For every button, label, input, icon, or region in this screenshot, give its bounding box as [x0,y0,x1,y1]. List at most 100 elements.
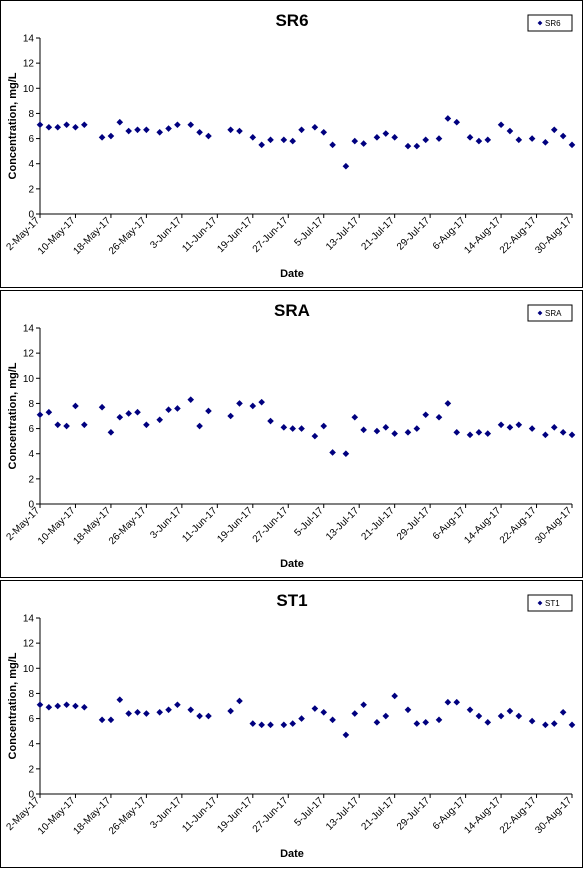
data-point-sr6 [280,136,288,144]
y-tick-label: 0 [28,210,34,221]
x-tick-label: 3-Jun-17 [148,505,184,541]
data-point-sr6 [373,134,381,141]
data-point-sr6 [36,121,44,129]
data-point-st1 [320,708,328,716]
data-point-sr6 [444,115,452,122]
data-point-st1 [568,721,576,729]
data-point-st1 [36,701,44,709]
data-point-sra [484,430,492,437]
y-tick-label: 4 [28,159,34,170]
data-point-sra [174,405,181,412]
y-tick-label: 14 [23,34,35,45]
y-tick-label: 6 [28,714,34,725]
data-point-sra [36,411,44,419]
data-point-sr6 [311,123,319,131]
data-point-sr6 [134,126,141,134]
data-point-sr6 [351,137,359,145]
legend-box [527,14,573,32]
data-point-st1 [559,708,567,716]
x-tick-label: 27-Jun-17 [251,795,291,835]
data-point-st1 [267,721,274,729]
data-point-sra [280,424,288,431]
data-point-sra [267,417,274,425]
y-tick-label: 12 [23,59,35,70]
data-point-st1 [373,719,381,726]
data-point-sra [116,413,124,421]
data-point-st1 [342,731,350,739]
data-point-sra [475,429,483,436]
y-tick-label: 10 [23,374,35,385]
x-tick-label: 3-Jun-17 [148,795,184,831]
data-point-sra [125,410,132,417]
data-point-sra [515,421,523,429]
data-point-st1 [542,721,549,729]
data-point-sr6 [196,128,203,136]
y-tick-label: 2 [28,764,34,775]
data-point-sra [373,427,381,435]
data-point-sra [156,416,163,424]
data-point-sra [134,408,141,416]
x-tick-label: 26-May-17 [107,795,149,837]
y-tick-label: 0 [28,500,34,511]
x-tick-label: 22-Aug-17 [498,505,539,546]
x-tick-label: 14-Aug-17 [462,795,503,836]
chart-panel-sr6: SR6 0 2 4 6 8 10 12 14 2-May-17 10-May-17 18-May-17… [0,0,583,288]
y-tick-label: 2 [28,184,34,195]
data-point-sr6 [187,121,195,129]
data-point-sr6 [289,137,296,145]
x-tick-label: 3-Jun-17 [148,215,184,251]
x-axis-title: Date [280,848,304,860]
y-axis-title: Concentration, mg/L [7,72,19,179]
data-point-sra [542,431,549,439]
legend: SRA [527,304,573,322]
data-point-sra [342,450,350,458]
data-point-sr6 [298,126,305,134]
x-tick-label: 30-Aug-17 [533,795,574,836]
data-point-st1 [413,720,421,727]
data-point-sr6 [497,121,505,129]
chart-title: SRA [274,301,310,320]
data-point-sra [382,424,390,431]
data-point-st1 [98,716,106,724]
data-point-sr6 [258,141,265,149]
data-point-sra [329,449,336,456]
data-point-sr6 [413,142,421,150]
data-point-sra [506,424,514,431]
data-point-st1 [289,720,296,727]
data-point-sr6 [528,135,536,142]
data-point-st1 [453,698,461,706]
data-point-st1 [528,717,536,725]
data-point-sra [311,432,319,440]
data-point-sra [351,413,359,421]
x-tick-label: 22-Aug-17 [498,795,539,836]
legend: SR6 [527,14,573,32]
legend-label: SR6 [545,19,561,28]
x-tick-label: 19-Jun-17 [215,795,255,835]
data-point-st1 [506,707,514,715]
x-tick-label: 6-Aug-17 [431,215,468,252]
data-point-sra [72,402,79,410]
legend-box [527,594,573,612]
legend: ST1 [527,594,573,612]
data-point-st1 [298,715,305,722]
data-point-sra [205,407,212,415]
x-tick-label: 5-Jul-17 [293,795,327,829]
y-tick-label: 4 [28,739,34,750]
data-point-sr6 [125,127,132,135]
data-point-sr6 [542,139,549,146]
x-tick-label: 21-Jul-17 [360,215,398,253]
data-point-st1 [422,719,429,726]
data-point-sr6 [143,126,150,134]
data-point-st1 [187,706,195,714]
data-point-sr6 [165,125,172,132]
x-tick-label: 29-Jul-17 [395,215,433,253]
data-point-sra [320,422,328,430]
y-tick-label: 14 [23,614,35,625]
x-tick-label: 11-Jun-17 [180,505,219,544]
y-tick-label: 0 [28,790,34,801]
data-point-st1 [360,701,367,709]
y-tick-label: 8 [28,109,34,120]
data-point-sra [444,400,452,407]
y-axis-title: Concentration, mg/L [7,652,19,759]
x-tick-label: 27-Jun-17 [251,215,291,255]
